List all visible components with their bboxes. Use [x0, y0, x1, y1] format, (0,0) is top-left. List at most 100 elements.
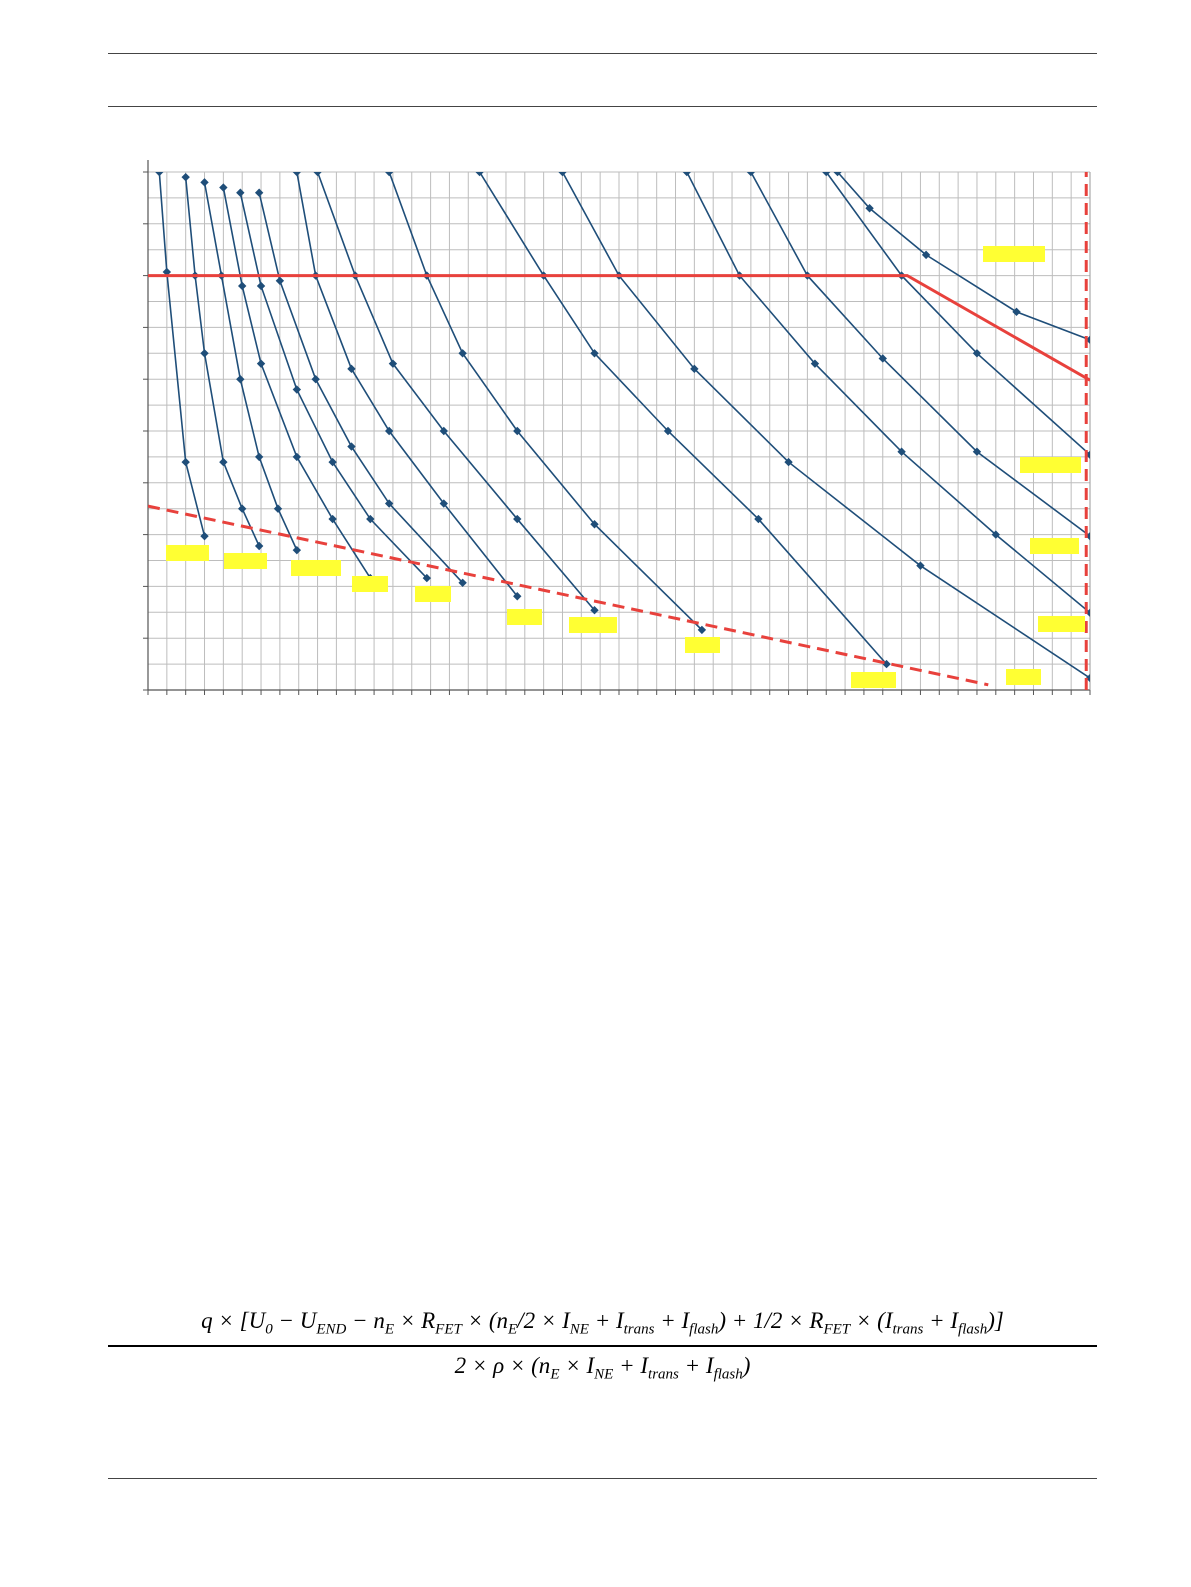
point: [663, 426, 673, 436]
formula-text: )]: [987, 1308, 1004, 1333]
point: [219, 183, 228, 192]
curve: [388, 172, 703, 631]
formula-subscript: trans: [892, 1321, 924, 1338]
point: [155, 172, 164, 177]
formula-text: + I: [923, 1308, 959, 1333]
point: [746, 172, 756, 177]
point: [238, 281, 247, 291]
point: [754, 514, 763, 524]
formula-text: + I: [613, 1352, 649, 1378]
formula-subscript: FET: [823, 1321, 851, 1338]
point: [513, 514, 522, 524]
label-box: [415, 586, 451, 602]
point: [1012, 307, 1021, 317]
point: [439, 426, 448, 436]
point: [458, 349, 467, 358]
point: [1085, 531, 1090, 541]
chart: [143, 160, 1091, 695]
formula-text: × R: [394, 1308, 436, 1333]
point: [347, 364, 356, 374]
formula-text: × (I: [850, 1308, 893, 1333]
point: [897, 447, 906, 456]
point: [200, 349, 209, 358]
point: [916, 561, 925, 570]
formula-text: 2 × ρ × (n: [454, 1352, 551, 1378]
point: [513, 426, 522, 436]
point: [882, 659, 891, 669]
label-box: [1038, 616, 1085, 632]
formula-subscript: E: [508, 1321, 518, 1338]
label-box: [291, 560, 341, 576]
point: [275, 276, 285, 285]
formula-subscript: E: [550, 1366, 560, 1383]
limit-line: [148, 274, 1090, 382]
point: [200, 178, 209, 187]
point: [1085, 673, 1090, 683]
label-box: [166, 545, 209, 561]
point: [328, 457, 337, 467]
label-box: [685, 637, 720, 653]
formula-text: × (n: [461, 1308, 509, 1333]
series-layer: [148, 172, 1090, 690]
header-rule: [108, 53, 1097, 54]
point: [236, 375, 245, 384]
point: [254, 541, 264, 551]
formula-text: × I: [559, 1352, 595, 1378]
label-box: [507, 609, 542, 625]
point: [347, 442, 356, 451]
point: [292, 172, 302, 177]
point: [1085, 450, 1090, 460]
point: [1085, 335, 1090, 345]
point: [256, 359, 266, 368]
curve: [239, 192, 428, 579]
formula-denominator: 2 × ρ × (nE × INE + Itrans + Iflash): [108, 1347, 1097, 1384]
point: [833, 172, 842, 177]
label-box: [352, 576, 388, 592]
curve: [296, 172, 518, 597]
formula-subscript: flash: [689, 1321, 719, 1338]
limit-line: [148, 504, 989, 687]
point: [238, 504, 247, 513]
point: [254, 452, 264, 462]
point: [697, 625, 707, 635]
point: [292, 385, 302, 394]
label-box: [1020, 457, 1081, 473]
formula-text: − n: [346, 1308, 385, 1333]
formula-text: ): [742, 1352, 751, 1378]
label-box: [851, 672, 896, 688]
formula-subscript: flash: [713, 1366, 743, 1383]
formula-text: q × [U: [201, 1308, 266, 1333]
point: [590, 606, 599, 615]
label-box: [983, 246, 1045, 262]
point: [181, 457, 190, 467]
formula-text: + I: [588, 1308, 624, 1333]
formula-subscript: trans: [623, 1321, 655, 1338]
point: [784, 457, 793, 467]
point: [972, 447, 982, 456]
point: [513, 592, 522, 601]
formula-subscript: NE: [594, 1366, 614, 1383]
point: [878, 354, 887, 363]
point: [254, 188, 264, 197]
curve: [184, 177, 260, 547]
point: [236, 188, 245, 197]
point: [219, 457, 228, 467]
footer-rule: [108, 1478, 1097, 1479]
point: [458, 578, 467, 587]
formula-numerator: q × [U0 − UEND − nE × RFET × (nE/2 × INE…: [108, 1308, 1097, 1347]
point: [384, 499, 394, 508]
formula-subscript: trans: [648, 1366, 679, 1383]
point: [422, 573, 432, 583]
point: [810, 359, 820, 368]
formula-subscript: END: [316, 1321, 347, 1338]
point: [590, 349, 599, 358]
point: [366, 514, 375, 524]
point: [292, 545, 302, 555]
point: [273, 504, 283, 513]
placeholder-labels: [166, 246, 1085, 688]
point: [991, 530, 1000, 539]
label-box: [569, 617, 617, 633]
point: [200, 531, 209, 541]
curve: [258, 192, 464, 584]
